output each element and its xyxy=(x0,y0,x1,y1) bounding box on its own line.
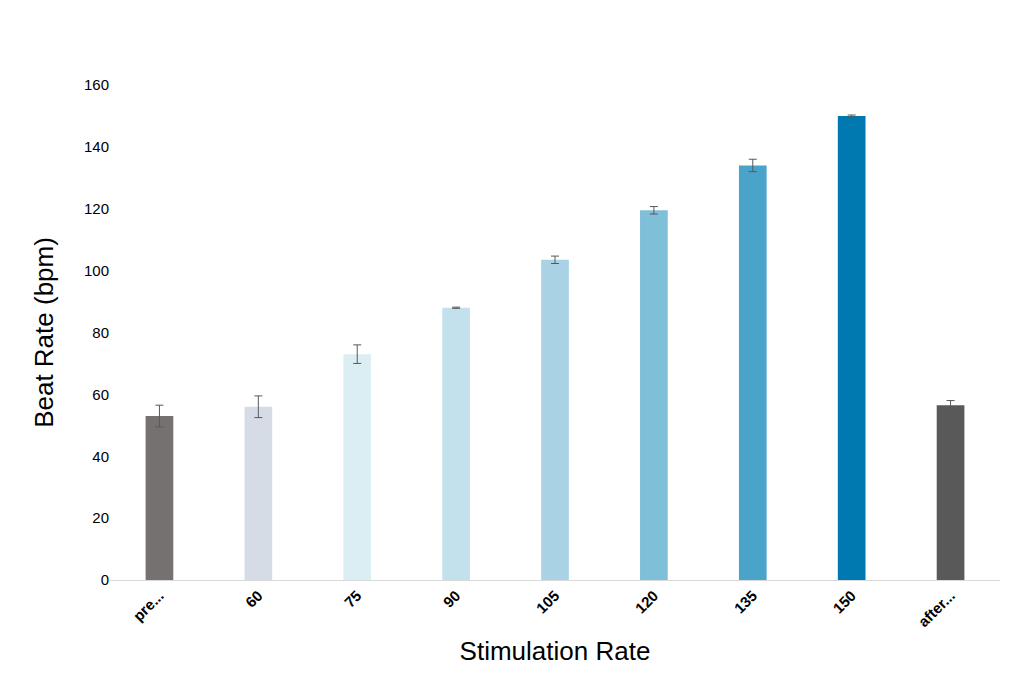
svg-text:90: 90 xyxy=(440,587,464,611)
svg-text:60: 60 xyxy=(92,386,109,403)
svg-text:80: 80 xyxy=(92,324,109,341)
svg-text:0: 0 xyxy=(101,571,109,588)
svg-text:after...: after... xyxy=(915,587,958,630)
svg-text:20: 20 xyxy=(92,509,109,526)
svg-text:60: 60 xyxy=(242,587,266,611)
svg-text:105: 105 xyxy=(533,587,563,617)
svg-text:160: 160 xyxy=(84,76,109,93)
svg-text:120: 120 xyxy=(84,200,109,217)
svg-text:Beat Rate (bpm): Beat Rate (bpm) xyxy=(29,237,59,428)
svg-text:pre...: pre... xyxy=(129,587,166,624)
svg-text:140: 140 xyxy=(84,138,109,155)
svg-text:40: 40 xyxy=(92,448,109,465)
svg-text:75: 75 xyxy=(341,587,365,611)
svg-text:Stimulation Rate: Stimulation Rate xyxy=(460,636,651,666)
svg-text:120: 120 xyxy=(632,587,662,617)
svg-text:150: 150 xyxy=(829,587,859,617)
svg-text:100: 100 xyxy=(84,262,109,279)
svg-text:135: 135 xyxy=(730,587,760,617)
